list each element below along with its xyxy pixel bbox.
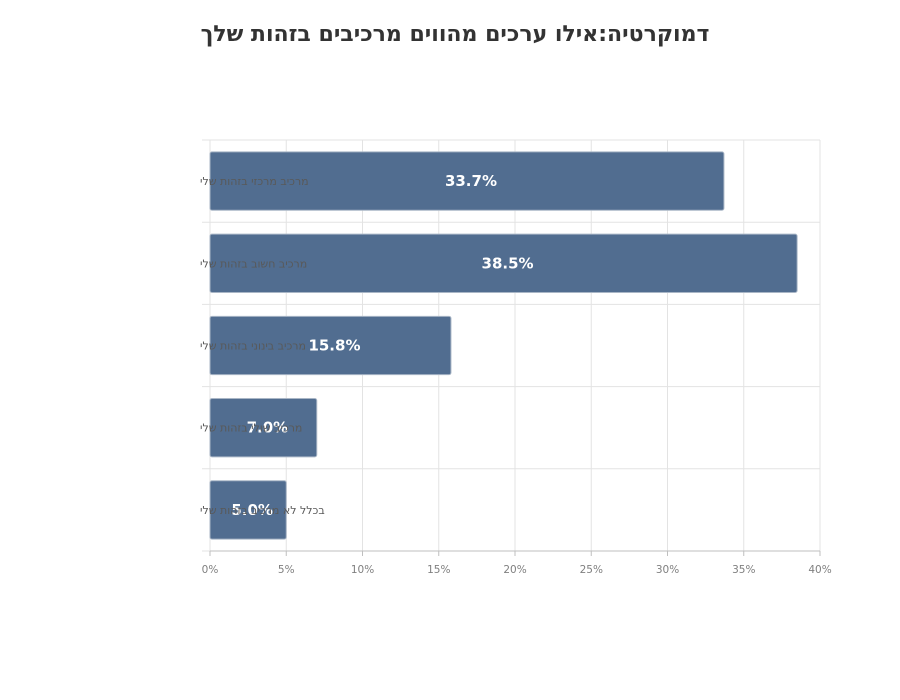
data-label: 5.0% [231, 501, 273, 519]
x-tick-label: 40% [808, 564, 831, 576]
bar [209, 151, 725, 211]
axes [209, 550, 821, 556]
x-tick-label: 30% [656, 564, 679, 576]
x-tick-label: 35% [732, 564, 755, 576]
x-tick-label: 20% [503, 564, 526, 576]
category-label: מרכיב בינוני בזהות שלי [200, 340, 306, 353]
x-tick-label: 5% [278, 564, 295, 576]
category-label: מרכיב חשוב בזהות שלי [200, 257, 307, 270]
bar [209, 315, 452, 376]
chart-title: דמוקרטיה:אילו ערכים מהווים מרכיבים בזהות… [200, 22, 710, 47]
x-tick-label: 10% [351, 564, 374, 576]
category-label: מרכיב שולי בזהות שלי [200, 422, 302, 435]
bar [209, 233, 798, 293]
data-label: 38.5% [482, 254, 534, 272]
data-label: 7.0% [247, 419, 289, 437]
category-label: בכלל לא מרכיב בזהות שלי [200, 504, 325, 517]
x-tick-label: 15% [427, 564, 450, 576]
x-tick-label: 25% [580, 564, 603, 576]
bar [209, 480, 287, 540]
bars [209, 151, 798, 540]
category-label: מרכיב מרכזי בזהות שלי [200, 175, 309, 188]
labels: 33.7% מרכיב מרכזי בזהות שלי 38.5% מרכיב חשו… [200, 172, 832, 576]
bar [209, 398, 318, 458]
data-label: 33.7% [445, 172, 497, 190]
x-tick-label: 0% [202, 564, 219, 576]
data-label: 15.8% [308, 337, 360, 355]
